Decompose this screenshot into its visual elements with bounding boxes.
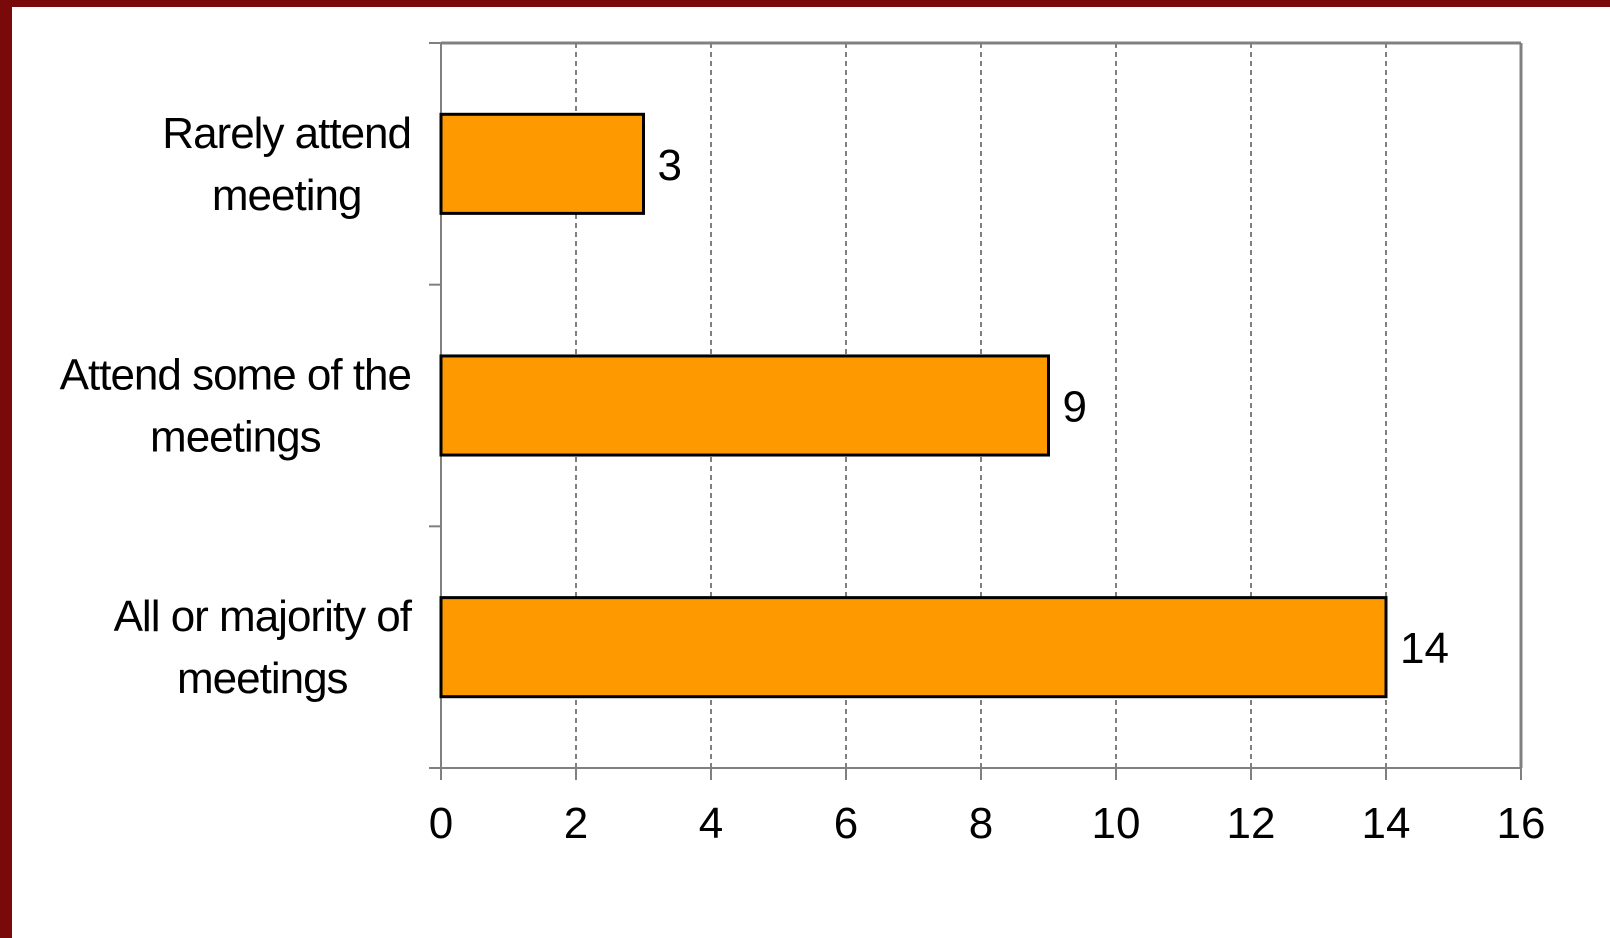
- chart-frame: 0 2 4 6 8 10 12 14 16 3 Rarely attend meeting 9 Atten…: [12, 7, 1610, 938]
- category-label: Attend some of the meetings: [60, 351, 411, 462]
- bar: [439, 112, 645, 215]
- x-tick-label: 6: [834, 799, 858, 848]
- x-tick-label: 16: [1497, 799, 1546, 848]
- category-label-line: meetings: [177, 654, 348, 703]
- category-label-line: Attend some of the: [60, 351, 411, 400]
- data-label: 14: [1400, 624, 1449, 673]
- horizontal-bar-chart: 0 2 4 6 8 10 12 14 16 3 Rarely attend meeting 9 Atten…: [60, 41, 1546, 848]
- labels: 0 2 4 6 8 10 12 14 16 3 Rarely attend meeting 9 Atten…: [60, 109, 1546, 848]
- x-tick-label: 2: [564, 799, 588, 848]
- x-tick-label: 4: [699, 799, 723, 848]
- category-label-line: All or majority of: [114, 592, 413, 641]
- category-label-line: meeting: [212, 171, 362, 220]
- data-label: 3: [658, 141, 682, 190]
- bar: [439, 354, 1050, 457]
- x-tick-label: 10: [1092, 799, 1141, 848]
- category-label-line: Rarely attend: [162, 109, 411, 158]
- bar: [439, 596, 1388, 699]
- x-tick-label: 12: [1227, 799, 1276, 848]
- x-tick-label: 0: [429, 799, 453, 848]
- bars: [439, 112, 1388, 699]
- category-label-line: meetings: [150, 413, 321, 462]
- category-label: Rarely attend meeting: [162, 109, 411, 220]
- data-label: 9: [1063, 383, 1087, 432]
- category-label: All or majority of meetings: [114, 592, 413, 703]
- x-tick-label: 8: [969, 799, 993, 848]
- x-tick-label: 14: [1362, 799, 1411, 848]
